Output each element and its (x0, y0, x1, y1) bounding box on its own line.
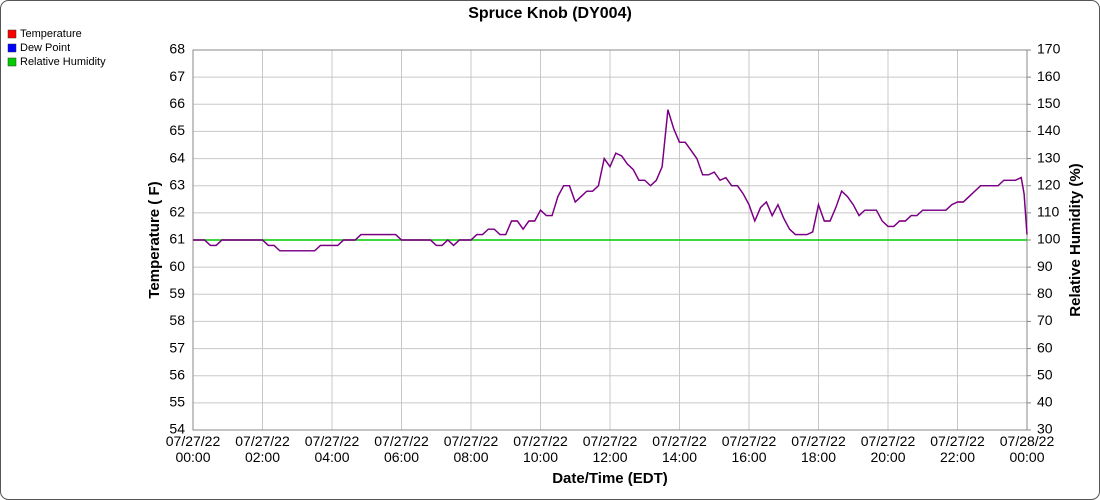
y-tick-label: 67 (169, 68, 185, 84)
y-tick-label: 60 (169, 258, 185, 274)
x-tick-label-line: 22:00 (940, 449, 975, 465)
y2-tick-label: 170 (1037, 41, 1061, 57)
legend-swatch (7, 29, 17, 39)
x-tick-label: 07/27/22 00:00 (166, 433, 221, 465)
y-tick-label: 66 (169, 95, 185, 111)
y2-tick-label: 110 (1037, 204, 1060, 220)
x-tick-label-line: 07/27/22 (235, 433, 290, 449)
x-tick-label-line: 06:00 (384, 449, 419, 465)
x-tick-label-line: 02:00 (245, 449, 280, 465)
x-tick-label: 07/27/22 20:00 (861, 433, 916, 465)
y2-tick-label: 80 (1037, 285, 1053, 301)
x-tick-label-line: 04:00 (314, 449, 349, 465)
y2-tick-label: 120 (1037, 176, 1061, 192)
chart-title: Spruce Knob (DY004) (468, 5, 632, 22)
y-tick-label: 68 (169, 41, 185, 57)
x-tick-label: 07/27/22 10:00 (513, 433, 568, 465)
x-tick-label: 07/27/22 08:00 (444, 433, 499, 465)
y-tick-label: 62 (169, 204, 185, 220)
y-tick-label: 64 (169, 149, 185, 165)
x-tick-label-line: 07/27/22 (166, 433, 221, 449)
x-tick-label-line: 07/27/22 (652, 433, 707, 449)
y2-tick-label: 90 (1037, 258, 1053, 274)
x-tick-label-line: 00:00 (1009, 449, 1044, 465)
y-tick-label: 63 (169, 176, 185, 192)
y2-tick-label: 150 (1037, 95, 1061, 111)
y2-axis-label: Relative Humidity (%) (1067, 163, 1084, 316)
legend-label: Dew Point (20, 42, 70, 54)
y-tick-label: 58 (169, 312, 185, 328)
x-axis-label: Date/Time (EDT) (552, 470, 668, 487)
x-tick-label-line: 07/27/22 (583, 433, 638, 449)
x-tick-label-line: 07/27/22 (930, 433, 985, 449)
series-line (193, 109, 1028, 252)
x-tick-label-line: 18:00 (801, 449, 836, 465)
y2-tick-label: 60 (1037, 339, 1053, 355)
y2-tick-label: 130 (1037, 149, 1061, 165)
y2-tick-label: 160 (1037, 68, 1061, 84)
legend-swatch (7, 57, 17, 67)
y-tick-label: 56 (169, 366, 185, 382)
x-tick-label-line: 07/27/22 (305, 433, 360, 449)
y-tick-label: 59 (169, 285, 185, 301)
y-tick-label: 55 (169, 394, 185, 410)
x-tick-label: 07/28/22 00:00 (1000, 433, 1055, 465)
x-tick-label-line: 10:00 (523, 449, 558, 465)
x-tick-label-line: 07/27/22 (791, 433, 846, 449)
x-tick-label: 07/27/22 02:00 (235, 433, 290, 465)
y2-tick-label: 140 (1037, 122, 1061, 138)
y2-tick-label: 50 (1037, 366, 1053, 382)
x-tick-label-line: 07/28/22 (1000, 433, 1055, 449)
x-tick-label: 07/27/22 06:00 (374, 433, 429, 465)
y-tick-label: 65 (169, 122, 185, 138)
x-tick-label: 07/27/22 16:00 (722, 433, 777, 465)
y-tick-label: 61 (169, 231, 185, 247)
x-tick-label: 07/27/22 04:00 (305, 433, 360, 465)
legend-swatch (7, 43, 17, 53)
x-tick-label: 07/27/22 18:00 (791, 433, 846, 465)
x-tick-label: 07/27/22 12:00 (583, 433, 638, 465)
x-tick-label-line: 14:00 (662, 449, 697, 465)
x-tick-label-line: 08:00 (453, 449, 488, 465)
legend-label: Temperature (20, 28, 82, 40)
x-tick-label-line: 12:00 (592, 449, 627, 465)
x-tick-label-line: 07/27/22 (444, 433, 499, 449)
x-tick-label-line: 07/27/22 (374, 433, 429, 449)
legend-label: Relative Humidity (20, 56, 106, 68)
y2-tick-label: 40 (1037, 394, 1053, 410)
x-tick-label-line: 16:00 (731, 449, 766, 465)
y2-tick-label: 100 (1037, 231, 1061, 247)
y-tick-label: 57 (169, 339, 185, 355)
x-tick-label: 07/27/22 14:00 (652, 433, 707, 465)
y-axis-label: Temperature ( F) (146, 181, 163, 298)
x-tick-label: 07/27/22 22:00 (930, 433, 985, 465)
x-tick-label-line: 00:00 (175, 449, 210, 465)
y2-tick-label: 30 (1037, 421, 1053, 437)
x-tick-label-line: 07/27/22 (722, 433, 777, 449)
y-tick-label: 54 (169, 421, 185, 437)
y2-tick-label: 70 (1037, 312, 1053, 328)
x-tick-label-line: 07/27/22 (513, 433, 568, 449)
x-tick-label-line: 07/27/22 (861, 433, 916, 449)
x-tick-label-line: 20:00 (870, 449, 905, 465)
